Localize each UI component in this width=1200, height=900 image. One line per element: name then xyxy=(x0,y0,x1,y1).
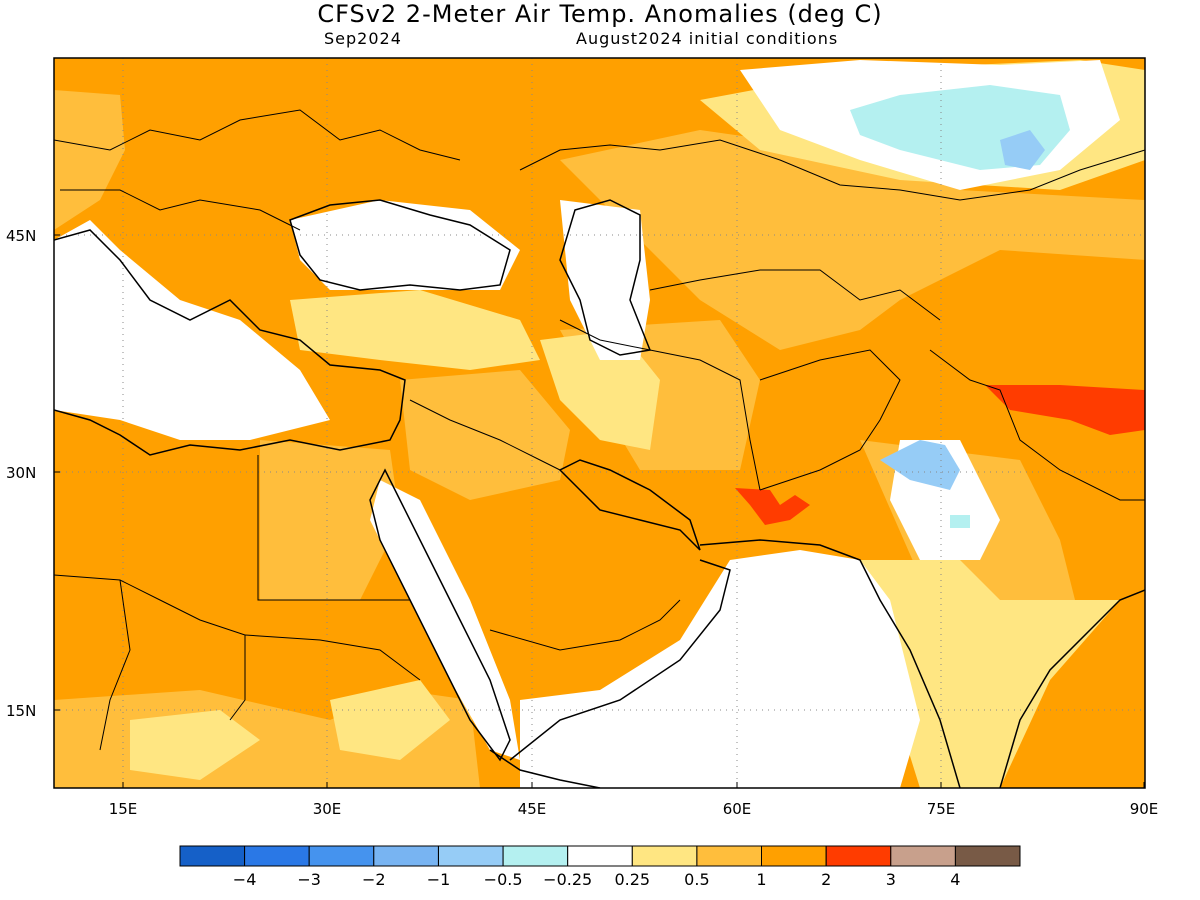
valid-month-label: Sep2024 xyxy=(324,29,402,48)
colorbar-label: −2 xyxy=(362,870,386,889)
anomaly-near-zero-red-sea xyxy=(370,480,520,760)
colorbar-swatch xyxy=(373,845,439,867)
anomaly-negative-siberia-core xyxy=(1000,130,1045,170)
colorbar-swatch xyxy=(631,845,698,867)
anomaly-0.5-1-egypt xyxy=(260,440,400,600)
border-kazakh-south xyxy=(649,269,941,321)
lat-label-30n: 30N xyxy=(6,464,36,482)
colorbar-swatch xyxy=(244,845,310,867)
anomaly-negative-india-small xyxy=(950,515,970,528)
coastline-persian-gulf xyxy=(558,459,701,551)
anomaly-0.25-0.5-turkey xyxy=(290,290,540,370)
border-russia-kazakh xyxy=(519,139,1145,201)
coastline-horn-africa xyxy=(489,749,601,788)
anomaly-2-3-tibet xyxy=(985,385,1145,435)
initial-conditions-label: August2024 initial conditions xyxy=(576,29,839,48)
border-europe xyxy=(54,109,461,161)
border-saudi-yemen xyxy=(489,599,681,651)
map-title: CFSv2 2-Meter Air Temp. Anomalies (deg C… xyxy=(317,0,883,28)
border-africa-south xyxy=(99,579,131,751)
lon-label-45e: 45E xyxy=(518,800,547,818)
colorbar-label: −4 xyxy=(233,870,257,889)
border-sudan xyxy=(244,634,421,681)
anomaly-field xyxy=(54,58,1145,788)
map-frame xyxy=(53,57,1146,789)
border-arabia-north xyxy=(409,399,561,471)
anomaly-0.25-0.5-horn-africa xyxy=(130,710,260,780)
lat-label-15n: 15N xyxy=(6,702,36,720)
anomaly-0.5-1-arabia-north xyxy=(400,370,570,500)
border-iran xyxy=(559,319,761,491)
colorbar-label: 3 xyxy=(886,870,896,889)
anomaly-0.25-0.5-ethiopia xyxy=(330,680,450,760)
anomaly-2-3-pakistan xyxy=(735,488,810,525)
colorbar-swatch xyxy=(438,845,504,867)
colorbar-swatch xyxy=(890,845,956,867)
country-borders xyxy=(54,109,1145,751)
colorbar-swatch xyxy=(825,845,892,867)
lon-label-30e: 30E xyxy=(313,800,342,818)
colorbar-label: −0.5 xyxy=(484,870,523,889)
colorbar-label: −0.25 xyxy=(543,870,592,889)
colorbar-label: 1 xyxy=(756,870,766,889)
coastline-red-sea xyxy=(369,468,511,762)
anomaly-near-zero-caspian xyxy=(560,200,650,360)
lat-label-45n: 45N xyxy=(6,227,36,245)
colorbar-label: −1 xyxy=(427,870,451,889)
colorbar-label: 4 xyxy=(950,870,960,889)
colorbar-swatch xyxy=(761,845,827,867)
colorbar-swatch xyxy=(502,845,569,867)
lon-label-75e: 75E xyxy=(927,800,956,818)
border-india-china xyxy=(929,349,1145,501)
colorbar: −4 −3 −2 −1 −0.5 −0.25 0.25 0.5 1 2 3 4 xyxy=(179,845,1021,889)
colorbar-label: 0.25 xyxy=(614,870,650,889)
coastline-india-east xyxy=(999,589,1145,788)
colorbar-label: 0.5 xyxy=(684,870,709,889)
colorbar-swatch xyxy=(567,845,633,867)
border-afghan-pak xyxy=(759,349,901,491)
lon-label-90e: 90E xyxy=(1130,800,1159,818)
border-egypt-libya xyxy=(257,455,410,601)
colorbar-swatch xyxy=(954,845,1021,867)
coastline-arabia-south xyxy=(509,559,731,761)
border-europe-2 xyxy=(60,189,301,231)
anomaly-0.25-0.5-india xyxy=(860,560,1120,788)
anomaly-near-zero-arabian-sea xyxy=(520,550,920,788)
coastline-europe-med xyxy=(54,229,406,456)
anomaly-0.5-1-europe-west xyxy=(54,90,125,230)
coastlines xyxy=(54,199,1145,788)
colorbar-swatch xyxy=(308,845,375,867)
anomaly-negative-india xyxy=(880,440,960,490)
colorbar-swatch xyxy=(696,845,763,867)
colorbar-swatch xyxy=(179,845,246,867)
lon-label-15e: 15E xyxy=(109,800,138,818)
axis-ticks xyxy=(54,234,1145,788)
lon-label-60e: 60E xyxy=(723,800,752,818)
coastline-pakistan xyxy=(699,539,961,788)
colorbar-label: 2 xyxy=(821,870,831,889)
coastline-black-sea xyxy=(289,199,511,291)
anomaly-0.5-1-central-asia xyxy=(560,130,1145,350)
colorbar-label: −3 xyxy=(297,870,321,889)
